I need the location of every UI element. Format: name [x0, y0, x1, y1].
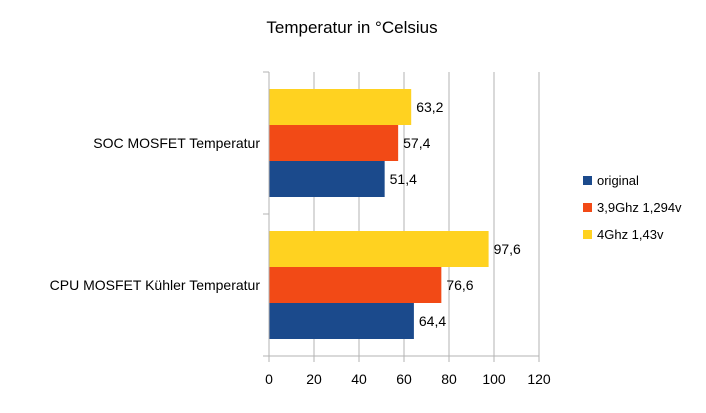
x-tick-label: 120	[527, 371, 551, 387]
labels: 0 20 40 60 80 100 120 SOC MOSFET Temperatur 51,4…	[50, 99, 551, 387]
bar-2-1	[269, 125, 399, 161]
legend-swatch	[583, 230, 592, 239]
x-tick-label: 0	[265, 371, 273, 387]
x-tick-label: 40	[351, 371, 367, 387]
legend-label: original	[597, 173, 639, 188]
category-label: CPU MOSFET Kühler Temperatur	[50, 277, 261, 293]
category-label: SOC MOSFET Temperatur	[93, 135, 260, 151]
data-label: 64,4	[419, 313, 446, 329]
legend-swatch	[583, 203, 592, 212]
bar-3-1	[269, 89, 412, 125]
legend-swatch	[583, 176, 592, 185]
chart-title: Temperatur in °Celsius	[266, 18, 437, 37]
legend-label: 3,9Ghz 1,294v	[597, 200, 682, 215]
x-tick-label: 80	[441, 371, 457, 387]
data-label: 57,4	[403, 135, 430, 151]
bar-3-2	[269, 231, 489, 267]
data-label: 97,6	[494, 241, 521, 257]
bars	[269, 89, 489, 339]
data-label: 63,2	[416, 99, 443, 115]
x-tick-label: 100	[482, 371, 506, 387]
data-label: 51,4	[390, 171, 417, 187]
x-tick-label: 60	[396, 371, 412, 387]
bar-2-2	[269, 267, 442, 303]
bar-1-1	[269, 161, 385, 197]
legend: original 3,9Ghz 1,294v 4Ghz 1,43v	[583, 173, 682, 242]
axes	[263, 71, 540, 362]
bar-1-2	[269, 303, 414, 339]
legend-label: 4Ghz 1,43v	[597, 227, 664, 242]
x-tick-label: 20	[306, 371, 322, 387]
data-label: 76,6	[446, 277, 473, 293]
